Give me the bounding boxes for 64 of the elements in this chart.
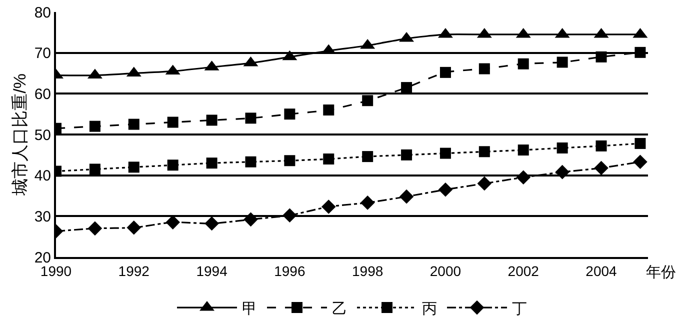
point — [128, 162, 140, 173]
y-axis-title: 城市人口比重/% — [10, 74, 30, 196]
x-tick-label: 1992 — [118, 262, 150, 279]
point — [206, 114, 218, 126]
x-tick-label: 1998 — [352, 262, 384, 279]
point — [166, 215, 180, 230]
point — [244, 212, 258, 227]
x-tick-label: 1994 — [196, 262, 228, 279]
point — [362, 151, 374, 162]
point — [126, 220, 142, 235]
point — [556, 56, 568, 68]
point — [321, 200, 336, 214]
point — [245, 156, 256, 168]
point — [128, 118, 140, 130]
point — [323, 104, 334, 116]
point — [204, 216, 219, 231]
point — [555, 164, 570, 180]
point — [88, 221, 102, 236]
point — [284, 108, 296, 120]
point — [323, 154, 334, 164]
legend-label: 丙 — [422, 300, 437, 318]
y-tick-label: 30 — [34, 208, 51, 226]
point — [245, 112, 256, 124]
point — [401, 149, 412, 160]
point — [440, 148, 451, 159]
point — [596, 51, 607, 62]
point — [594, 160, 608, 176]
point — [634, 138, 646, 149]
point — [89, 164, 100, 175]
point — [633, 154, 648, 170]
point — [399, 189, 414, 204]
x-tick-label: 1996 — [274, 262, 306, 279]
legend-label: 丁 — [512, 300, 527, 318]
x-tick-label: 2002 — [508, 262, 540, 279]
point — [282, 208, 297, 222]
point — [596, 140, 607, 152]
point — [206, 158, 218, 169]
point — [478, 146, 490, 158]
point — [516, 170, 531, 185]
y-tick-label: 80 — [34, 4, 51, 22]
x-axis-title: 年份 — [646, 264, 676, 281]
point — [362, 95, 374, 106]
point — [167, 116, 178, 128]
point — [518, 144, 529, 156]
point — [477, 176, 492, 191]
point — [634, 46, 646, 58]
point — [89, 120, 100, 132]
y-tick-label: 40 — [34, 168, 51, 185]
point — [401, 82, 412, 94]
legend-label: 甲 — [242, 300, 257, 318]
x-tick-label: 2004 — [586, 262, 618, 279]
x-tick-label: 2000 — [430, 262, 462, 279]
point — [478, 63, 490, 74]
y-tick-label: 60 — [34, 86, 51, 103]
point — [518, 58, 529, 70]
point — [167, 160, 178, 171]
point — [556, 142, 568, 154]
point — [360, 196, 375, 210]
y-tick-label: 50 — [34, 126, 51, 144]
y-tick-label: 70 — [34, 45, 51, 62]
legend-label: 乙 — [332, 300, 347, 318]
point — [284, 155, 296, 166]
point — [440, 66, 451, 78]
point — [438, 182, 453, 197]
